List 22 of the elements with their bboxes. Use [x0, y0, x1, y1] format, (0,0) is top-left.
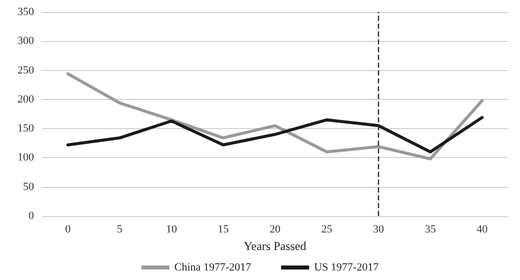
x-tick-label: 0 — [65, 224, 72, 236]
x-tick-label: 10 — [166, 224, 178, 236]
y-tick-label: 100 — [18, 152, 34, 164]
y-tick-label: 150 — [18, 122, 34, 135]
x-tick-label: 15 — [218, 224, 230, 236]
legend-label: China 1977-2017 — [174, 262, 252, 274]
y-tick-label: 200 — [18, 93, 34, 106]
x-axis-title: Years Passed — [244, 239, 306, 253]
x-tick-label: 25 — [321, 224, 333, 236]
line-series — [66, 72, 484, 160]
x-tick-label: 30 — [373, 224, 385, 236]
line-series — [66, 116, 484, 154]
y-tick-label: 0 — [28, 210, 34, 222]
y-tick-label: 350 — [18, 6, 34, 18]
x-tick-label: 35 — [424, 224, 436, 236]
legend-label: US 1977-2017 — [314, 262, 380, 274]
y-tick-label: 250 — [18, 64, 34, 76]
y-tick-label: 300 — [18, 35, 34, 48]
x-tick-label: 40 — [476, 224, 488, 236]
y-tick-label: 50 — [23, 180, 34, 193]
x-tick-label: 5 — [116, 224, 123, 236]
x-tick-label: 20 — [270, 224, 281, 236]
